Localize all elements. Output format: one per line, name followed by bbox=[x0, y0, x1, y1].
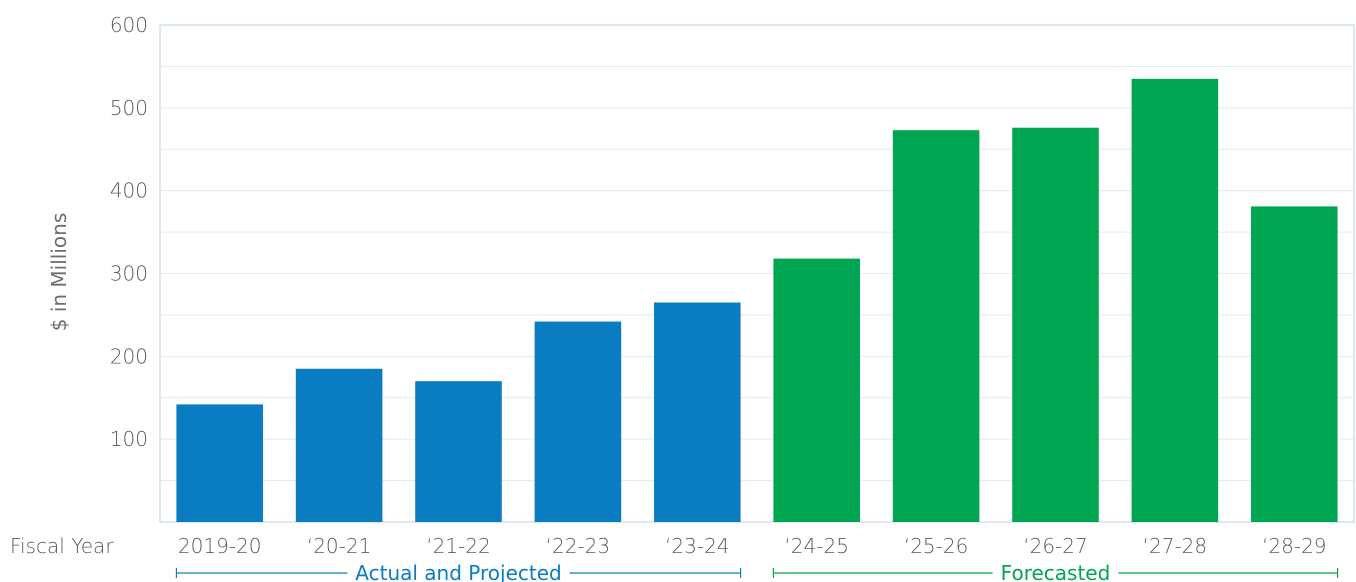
y-tick-label: 200 bbox=[110, 344, 148, 368]
x-tick-label: ‘24-25 bbox=[784, 534, 848, 558]
plot-frame bbox=[159, 24, 1355, 523]
x-tick-label: 2019-20 bbox=[178, 534, 262, 558]
bar bbox=[534, 321, 622, 522]
bar bbox=[892, 130, 980, 522]
y-axis-ticks: 100 200 300 400 500 600 bbox=[110, 13, 148, 451]
group-brackets: Actual and Projected Forecasted bbox=[175, 561, 1339, 582]
bar bbox=[1131, 78, 1219, 522]
y-tick-label: 100 bbox=[110, 427, 148, 451]
x-tick-label: ‘27-28 bbox=[1143, 534, 1207, 558]
y-tick-label: 600 bbox=[110, 13, 148, 37]
x-tick-label: ‘21-22 bbox=[426, 534, 490, 558]
x-axis-label: Fiscal Year bbox=[10, 534, 114, 558]
y-tick-label: 300 bbox=[110, 262, 148, 286]
y-axis-label: $ in Millions bbox=[47, 213, 71, 332]
bar bbox=[176, 404, 263, 522]
x-tick-label: ‘22-23 bbox=[546, 534, 610, 558]
x-tick-label: ‘23-24 bbox=[665, 534, 729, 558]
y-tick-label: 400 bbox=[110, 179, 148, 203]
group-label: Actual and Projected bbox=[355, 561, 561, 582]
bar bbox=[415, 381, 502, 522]
x-tick-label: ‘20-21 bbox=[307, 534, 371, 558]
bars bbox=[176, 78, 1338, 523]
bar bbox=[295, 368, 383, 522]
x-tick-label: ‘28-29 bbox=[1262, 534, 1326, 558]
y-tick-label: 500 bbox=[110, 96, 148, 120]
bar bbox=[1251, 206, 1338, 522]
group-label: Forecasted bbox=[1001, 561, 1111, 582]
x-tick-label: ‘26-27 bbox=[1023, 534, 1087, 558]
x-tick-label: ‘25-26 bbox=[904, 534, 968, 558]
bar bbox=[654, 302, 741, 522]
x-axis-ticks: 2019-20 ‘20-21 ‘21-22 ‘22-23 ‘23-24 ‘24-25 ‘25… bbox=[178, 534, 1327, 558]
bar bbox=[1012, 127, 1099, 523]
bar bbox=[773, 258, 860, 522]
